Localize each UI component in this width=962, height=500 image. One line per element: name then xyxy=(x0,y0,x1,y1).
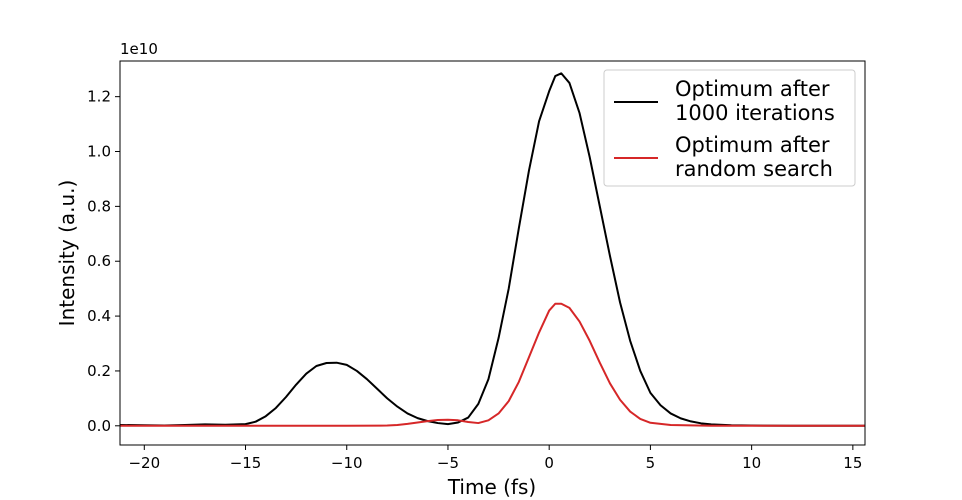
legend-label-2: Optimum after xyxy=(675,133,830,157)
x-tick-label: −5 xyxy=(437,454,459,472)
y-tick-label: 0.6 xyxy=(87,252,111,270)
y-tick-label: 1.0 xyxy=(87,143,111,161)
legend-label-1: Optimum after xyxy=(675,77,830,101)
legend-frame xyxy=(603,69,856,187)
series-layer xyxy=(119,72,865,427)
x-tick-label: −10 xyxy=(331,454,363,472)
legend-label-1: 1000 iterations xyxy=(675,101,835,125)
x-tick-label: 15 xyxy=(843,454,862,472)
y-tick-label: 0.4 xyxy=(87,307,111,325)
y-ticks: 0.0 0.2 0.4 0.6 0.8 1.0 1.2 xyxy=(87,88,120,435)
x-tick-label: 5 xyxy=(646,454,656,472)
legend-label-2: random search xyxy=(675,157,833,181)
y-tick-label: 0.2 xyxy=(87,362,111,380)
y-tick-label: 0.0 xyxy=(87,417,111,435)
x-axis-title: Time (fs) xyxy=(447,475,536,499)
y-offset-label: 1e10 xyxy=(120,40,158,58)
x-tick-label: 10 xyxy=(742,454,761,472)
x-ticks: −20 −15 −10 −5 0 5 10 15 xyxy=(128,445,862,472)
y-axis-title: Intensity (a.u.) xyxy=(55,180,79,327)
y-tick-label: 0.8 xyxy=(87,197,111,215)
y-tick-label: 1.2 xyxy=(87,88,111,106)
series-line-2 xyxy=(120,302,865,427)
series-line-1 xyxy=(119,72,865,427)
x-tick-label: −20 xyxy=(128,454,160,472)
x-tick-label: −15 xyxy=(230,454,262,472)
x-tick-label: 0 xyxy=(544,454,554,472)
plot-frame xyxy=(119,60,866,446)
